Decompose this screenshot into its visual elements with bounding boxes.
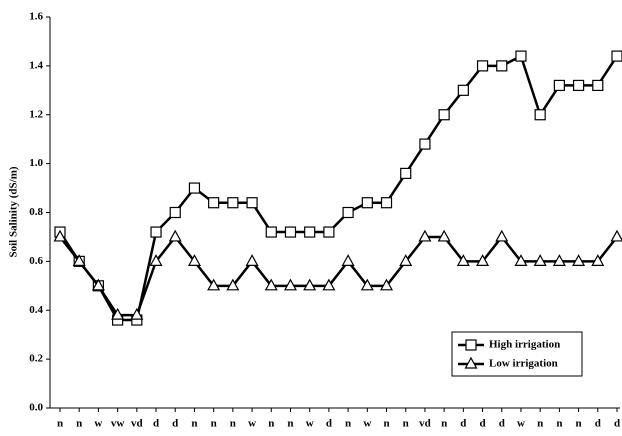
x-tick-label: n bbox=[345, 418, 351, 430]
series-line bbox=[60, 56, 617, 320]
x-tick-label: w bbox=[94, 418, 102, 430]
marker-square bbox=[612, 51, 622, 61]
marker-square bbox=[247, 198, 257, 208]
y-tick-label: 0.0 bbox=[29, 402, 43, 414]
marker-square bbox=[574, 80, 584, 90]
marker-square bbox=[478, 61, 488, 71]
x-tick-label: n bbox=[191, 418, 197, 430]
marker-square bbox=[497, 61, 507, 71]
y-tick-label: 1.6 bbox=[29, 11, 43, 23]
x-tick-label: n bbox=[57, 418, 63, 430]
legend-label: Low irrigation bbox=[489, 358, 558, 370]
marker-triangle bbox=[612, 231, 622, 241]
x-tick-label: d bbox=[499, 418, 505, 430]
x-tick-label: n bbox=[556, 418, 562, 430]
x-tick-label: d bbox=[460, 418, 466, 430]
x-tick-label: d bbox=[153, 418, 159, 430]
x-tick-label: w bbox=[306, 418, 314, 430]
x-tick-label: n bbox=[211, 418, 217, 430]
marker-square bbox=[535, 110, 545, 120]
marker-triangle bbox=[343, 255, 354, 265]
marker-square bbox=[382, 198, 392, 208]
y-tick-label: 0.4 bbox=[29, 304, 43, 316]
marker-square bbox=[209, 198, 219, 208]
x-tick-label: n bbox=[287, 418, 293, 430]
marker-square bbox=[439, 110, 449, 120]
x-tick-label: n bbox=[441, 418, 447, 430]
x-tick-label: w bbox=[517, 418, 525, 430]
x-tick-label: d bbox=[479, 418, 485, 430]
y-tick-label: 1.4 bbox=[29, 59, 43, 71]
y-tick-label: 0.2 bbox=[29, 353, 43, 365]
marker-square bbox=[151, 227, 161, 237]
x-tick-label: d bbox=[614, 418, 620, 430]
x-tick-label: d bbox=[172, 418, 178, 430]
marker-square bbox=[420, 139, 430, 149]
marker-square bbox=[305, 227, 315, 237]
marker-square bbox=[324, 227, 334, 237]
legend-label: High irrigation bbox=[489, 339, 560, 351]
marker-square bbox=[266, 227, 276, 237]
marker-triangle bbox=[170, 231, 181, 241]
marker-square bbox=[458, 85, 468, 95]
marker-square bbox=[516, 51, 526, 61]
x-tick-label: n bbox=[268, 418, 274, 430]
x-tick-label: n bbox=[537, 418, 543, 430]
x-tick-label: n bbox=[403, 418, 409, 430]
x-tick-label: vw bbox=[111, 418, 125, 430]
y-tick-label: 0.6 bbox=[29, 255, 43, 267]
x-tick-label: d bbox=[326, 418, 332, 430]
x-tick-label: n bbox=[76, 418, 82, 430]
x-tick-label: n bbox=[230, 418, 236, 430]
y-tick-label: 0.8 bbox=[29, 206, 43, 218]
x-tick-label: w bbox=[248, 418, 256, 430]
marker-square bbox=[189, 183, 199, 193]
marker-triangle bbox=[247, 255, 258, 265]
x-tick-label: w bbox=[363, 418, 371, 430]
marker-square bbox=[170, 208, 180, 218]
x-tick-label: n bbox=[576, 418, 582, 430]
marker-square bbox=[593, 80, 603, 90]
x-tick-label: n bbox=[383, 418, 389, 430]
x-tick-label: vd bbox=[131, 418, 143, 430]
marker-square bbox=[554, 80, 564, 90]
marker-square bbox=[285, 227, 295, 237]
marker-square bbox=[466, 340, 476, 350]
y-tick-label: 1.0 bbox=[29, 157, 43, 169]
x-tick-label: d bbox=[595, 418, 601, 430]
marker-square bbox=[343, 208, 353, 218]
x-tick-label: vd bbox=[419, 418, 431, 430]
series-line bbox=[60, 237, 617, 315]
y-axis-label: Soil Salinity (dS/m) bbox=[8, 166, 20, 257]
marker-square bbox=[401, 168, 411, 178]
y-tick-label: 1.2 bbox=[29, 108, 43, 120]
marker-triangle bbox=[496, 231, 507, 241]
marker-square bbox=[228, 198, 238, 208]
marker-square bbox=[362, 198, 372, 208]
